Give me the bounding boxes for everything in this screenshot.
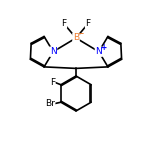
- Text: N: N: [50, 47, 57, 56]
- Text: Br: Br: [45, 99, 55, 108]
- Text: N: N: [95, 47, 102, 56]
- Text: −: −: [77, 29, 83, 38]
- Text: B: B: [73, 33, 79, 43]
- Text: F: F: [86, 19, 91, 28]
- Text: F: F: [61, 19, 66, 28]
- Text: +: +: [100, 43, 106, 52]
- Text: F: F: [50, 78, 55, 87]
